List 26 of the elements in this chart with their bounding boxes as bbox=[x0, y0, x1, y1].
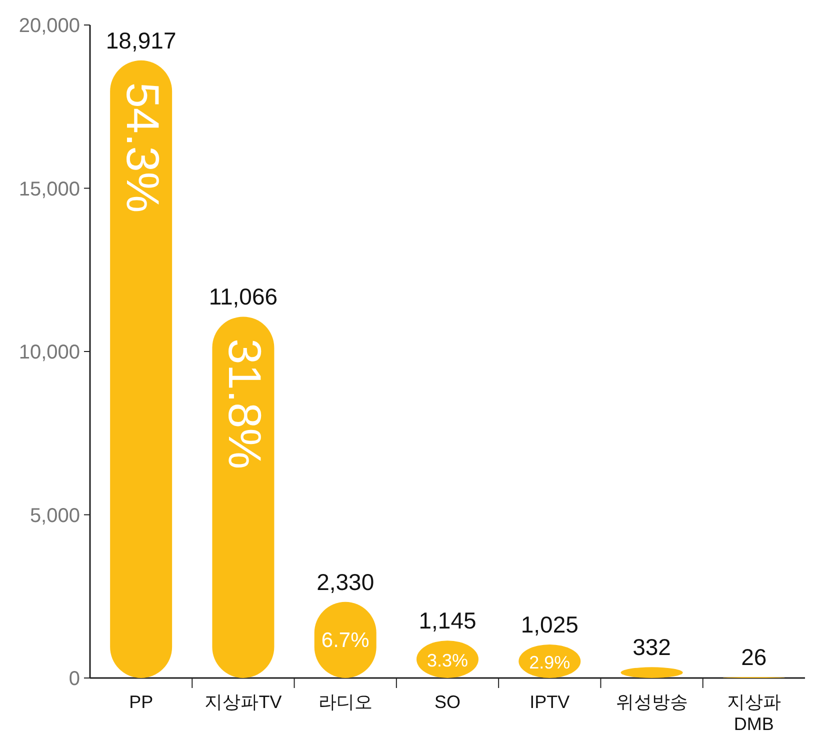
data-label: 18,917 bbox=[106, 27, 176, 54]
y-tick-label: 20,000 bbox=[18, 15, 80, 37]
data-label: 11,066 bbox=[208, 284, 278, 310]
x-tick-label: IPTV bbox=[530, 692, 570, 712]
data-label: 1,025 bbox=[520, 612, 578, 638]
annotation: 2.9% bbox=[529, 652, 570, 672]
y-tick-label: 15,000 bbox=[18, 178, 80, 200]
x-tick-label: PP bbox=[129, 692, 154, 712]
x-tick-label: 지상파 DMB bbox=[726, 692, 781, 734]
annotation: 6.7% bbox=[321, 628, 370, 652]
x-tick-label: SO bbox=[434, 692, 461, 712]
data-label: 332 bbox=[632, 634, 671, 660]
y-tick-label: 0 bbox=[68, 668, 80, 690]
x-tick-label: 지상파TV bbox=[204, 692, 282, 712]
annotation: 3.3% bbox=[426, 650, 468, 670]
x-tick-label: 라디오 bbox=[318, 692, 372, 712]
bar bbox=[212, 316, 274, 678]
data-label: 2,330 bbox=[316, 568, 374, 595]
y-tick-label: 10,000 bbox=[18, 342, 80, 364]
x-tick-label: 위성방송 bbox=[616, 692, 688, 712]
y-tick-label: 5,000 bbox=[30, 504, 80, 527]
data-label: 26 bbox=[741, 644, 767, 670]
annotation: 54.3% bbox=[117, 82, 170, 213]
annotation: 31.8% bbox=[219, 338, 272, 470]
bar bbox=[110, 60, 172, 678]
data-label: 1,145 bbox=[418, 608, 476, 634]
